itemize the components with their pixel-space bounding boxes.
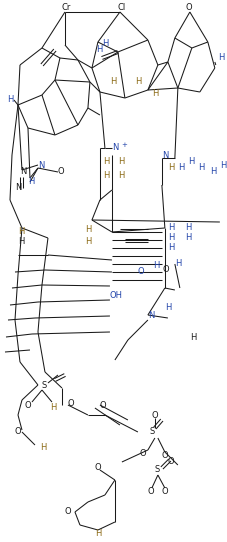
Text: H: H: [152, 261, 158, 270]
Text: Cr: Cr: [62, 3, 71, 11]
Text: H: H: [94, 530, 101, 539]
Text: S: S: [149, 428, 154, 436]
Text: H: H: [18, 228, 24, 236]
Text: H: H: [18, 237, 24, 247]
Text: O: O: [25, 401, 32, 410]
Text: H: H: [85, 225, 91, 235]
Text: +: +: [120, 142, 126, 148]
Text: H: H: [96, 46, 102, 55]
Text: H: H: [117, 171, 124, 179]
Text: O: O: [99, 401, 106, 410]
Text: O: O: [147, 487, 154, 496]
Text: H: H: [101, 38, 108, 48]
Text: H: H: [151, 88, 158, 98]
Text: O: O: [137, 268, 144, 276]
Text: N: N: [15, 184, 21, 192]
Text: N: N: [111, 144, 118, 152]
Text: N: N: [161, 151, 168, 159]
Text: N: N: [38, 160, 44, 170]
Text: H: H: [102, 171, 109, 179]
Text: H: H: [28, 177, 34, 186]
Text: H: H: [50, 403, 56, 412]
Text: O: O: [167, 457, 174, 467]
Text: N: N: [20, 167, 26, 177]
Text: H: H: [184, 234, 190, 242]
Text: H: H: [167, 234, 173, 242]
Text: O: O: [161, 451, 168, 461]
Text: O: O: [58, 167, 64, 177]
Text: H: H: [40, 443, 46, 453]
Text: H: H: [117, 158, 124, 166]
Text: H: H: [7, 95, 13, 105]
Text: H: H: [209, 167, 215, 177]
Text: H: H: [197, 164, 203, 172]
Text: H: H: [102, 158, 109, 166]
Text: H: H: [219, 160, 225, 170]
Text: O: O: [162, 266, 169, 274]
Text: H: H: [167, 164, 173, 172]
Text: O: O: [94, 463, 101, 473]
Text: O: O: [68, 398, 74, 408]
Text: O: O: [161, 487, 168, 496]
Text: H: H: [109, 78, 116, 87]
Text: O: O: [15, 428, 22, 436]
Text: H: H: [184, 223, 190, 233]
Text: H: H: [217, 54, 223, 62]
Text: O: O: [185, 3, 192, 11]
Text: H: H: [167, 243, 173, 253]
Text: H: H: [174, 260, 180, 268]
Text: H: H: [85, 237, 91, 247]
Text: N: N: [147, 311, 154, 319]
Text: H: H: [134, 78, 141, 87]
Text: S: S: [42, 380, 47, 390]
Text: O: O: [65, 507, 71, 517]
Text: OH: OH: [109, 291, 122, 300]
Text: O: O: [151, 410, 158, 420]
Text: O: O: [139, 449, 146, 459]
Text: H: H: [164, 304, 170, 313]
Text: H: H: [177, 164, 183, 172]
Text: H: H: [187, 158, 193, 166]
Text: H: H: [167, 223, 173, 233]
Text: H: H: [189, 333, 195, 343]
Text: S: S: [154, 466, 159, 474]
Text: Cl: Cl: [117, 3, 126, 11]
